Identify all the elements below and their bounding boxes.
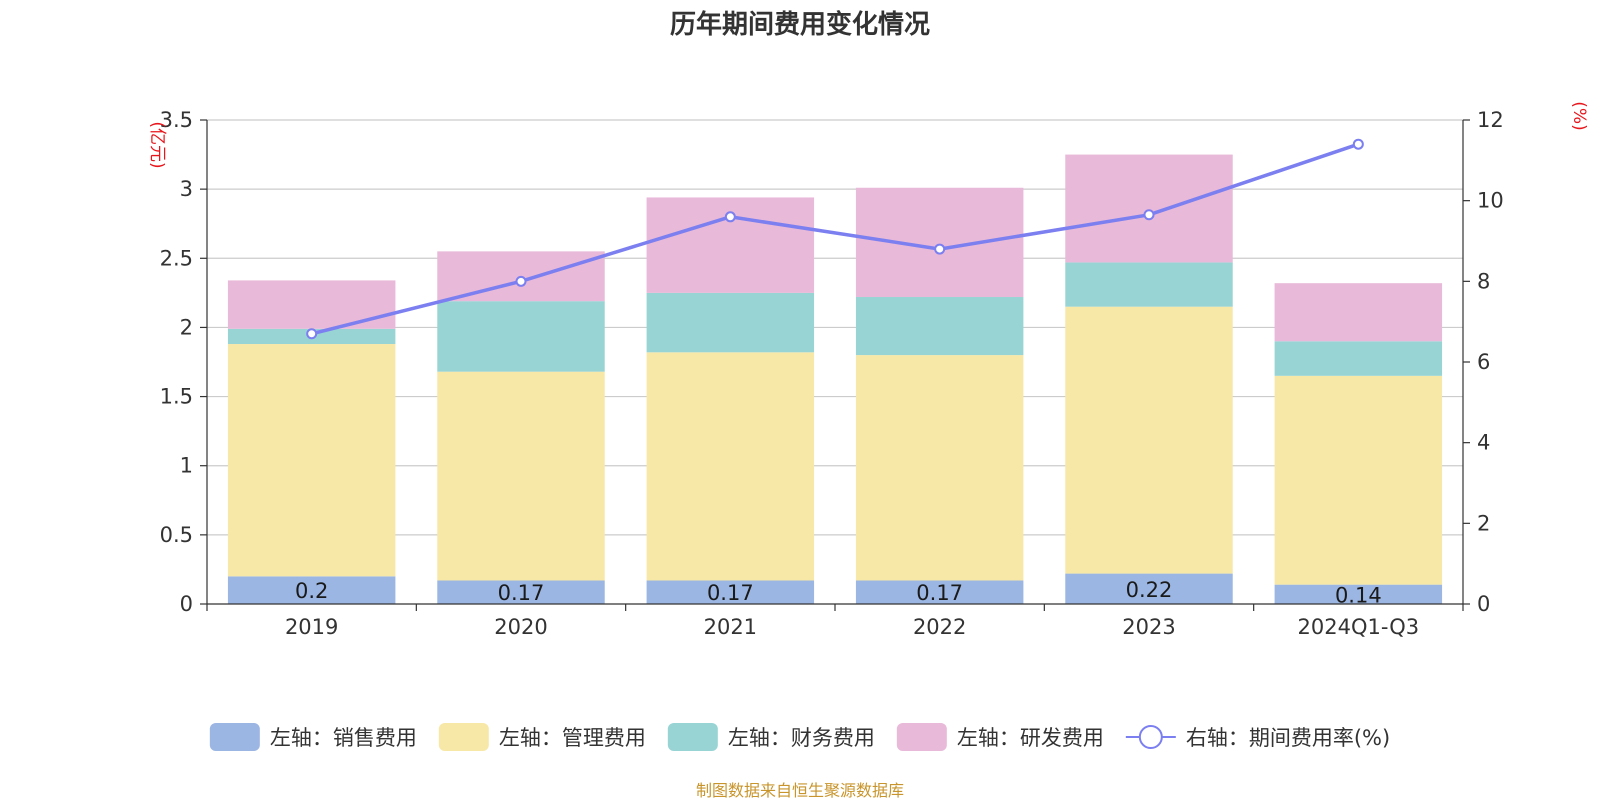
rate-point: [934, 243, 946, 255]
bar-data-label: 0.22: [1126, 578, 1173, 602]
bar-segment: [1065, 154, 1233, 263]
legend-label: 左轴：管理费用: [499, 726, 646, 750]
data-labels: 0.2 0.17 0.17 0.17 0.22 0.14: [295, 578, 1382, 608]
bar-segment: [1274, 584, 1443, 604]
legend-marker: [1138, 725, 1163, 749]
right-tick-label: 6: [1477, 350, 1490, 374]
legend-item: 左轴：财务费用: [667, 723, 875, 751]
bar-segment: [855, 580, 1024, 604]
left-tick-label: 3: [180, 177, 193, 201]
right-tick-label: 0: [1477, 592, 1490, 616]
legend-item: 左轴：研发费用: [896, 723, 1104, 751]
x-tick-label: 2021: [704, 615, 757, 639]
bar-segment: [855, 297, 1024, 356]
bar-segment: [227, 344, 396, 577]
bar-data-label: 0.17: [498, 581, 545, 605]
right-axis-unit: (%): [1569, 101, 1589, 130]
axes: 0 0.5 1 1.5 2 2.5 3 3.5 0 2 4 6 8 10 12 2019 2020 2021 202…: [160, 108, 1504, 639]
left-tick-label: 1.5: [160, 385, 193, 409]
x-tick-label: 2020: [494, 615, 547, 639]
bar-segment: [1065, 262, 1233, 307]
x-tick-label: 2019: [285, 615, 338, 639]
legend-label: 左轴：财务费用: [728, 726, 875, 750]
right-tick-label: 2: [1477, 511, 1490, 535]
legend-label: 左轴：研发费用: [957, 726, 1104, 750]
bar-segment: [855, 355, 1024, 581]
bar-data-label: 0.17: [916, 581, 963, 605]
bar-segment: [1274, 341, 1443, 376]
legend-label: 右轴：期间费用率(%): [1186, 726, 1390, 750]
bar-segment: [646, 580, 815, 604]
right-tick-label: 12: [1477, 108, 1504, 132]
right-tick-label: 4: [1477, 431, 1490, 455]
legend-swatch: [667, 723, 718, 751]
bar-segment: [646, 292, 815, 353]
bar-segment: [646, 352, 815, 581]
bar-segment: [227, 280, 396, 329]
rate-point: [1352, 138, 1364, 150]
legend: 左轴：销售费用 左轴：管理费用 左轴：财务费用 左轴：研发费用 右轴：期间费用率(%): [209, 723, 1390, 751]
rate-line-path: [311, 142, 1359, 336]
bar-data-label: 0.14: [1335, 583, 1382, 607]
bars: [227, 154, 1443, 604]
right-tick-label: 10: [1477, 189, 1504, 213]
bar-segment: [437, 580, 605, 604]
chart-title: 历年期间费用变化情况: [670, 9, 930, 40]
left-tick-label: 2: [180, 315, 193, 339]
left-tick-label: 3.5: [160, 108, 193, 132]
gridlines: [207, 119, 1463, 536]
left-tick-label: 0: [180, 592, 193, 616]
bar-segment: [1065, 306, 1233, 574]
x-tick-label: 2022: [913, 615, 966, 639]
bar-data-label: 0.17: [707, 581, 754, 605]
bar-segment: [1274, 375, 1443, 585]
bar-data-label: 0.2: [295, 579, 328, 603]
left-tick-label: 0.5: [160, 523, 193, 547]
legend-swatch: [896, 723, 947, 751]
bar-segment: [437, 301, 605, 372]
bar-segment: [1274, 283, 1443, 342]
legend-label: 左轴：销售费用: [270, 726, 417, 750]
bar-segment: [1065, 573, 1233, 604]
rate-point: [515, 275, 527, 287]
rate-point: [306, 328, 318, 340]
rate-point: [724, 211, 736, 223]
left-axis-unit: (亿元): [147, 121, 167, 168]
source-note: 制图数据来自恒生聚源数据库: [696, 781, 904, 800]
legend-swatch: [438, 723, 489, 751]
left-tick-label: 1: [180, 454, 193, 478]
left-tick-label: 2.5: [160, 246, 193, 270]
x-tick-label: 2023: [1122, 615, 1175, 639]
x-tick-label: 2024Q1-Q3: [1298, 615, 1420, 639]
rate-line: [306, 138, 1364, 340]
bar-segment: [855, 187, 1024, 298]
legend-item: 左轴：销售费用: [209, 723, 417, 751]
legend-item: 左轴：管理费用: [438, 723, 646, 751]
rate-point: [1143, 209, 1155, 221]
bar-segment: [227, 576, 396, 604]
bar-segment: [437, 371, 605, 581]
legend-item: 右轴：期间费用率(%): [1125, 725, 1390, 750]
legend-swatch: [209, 723, 260, 751]
right-tick-label: 8: [1477, 269, 1490, 293]
